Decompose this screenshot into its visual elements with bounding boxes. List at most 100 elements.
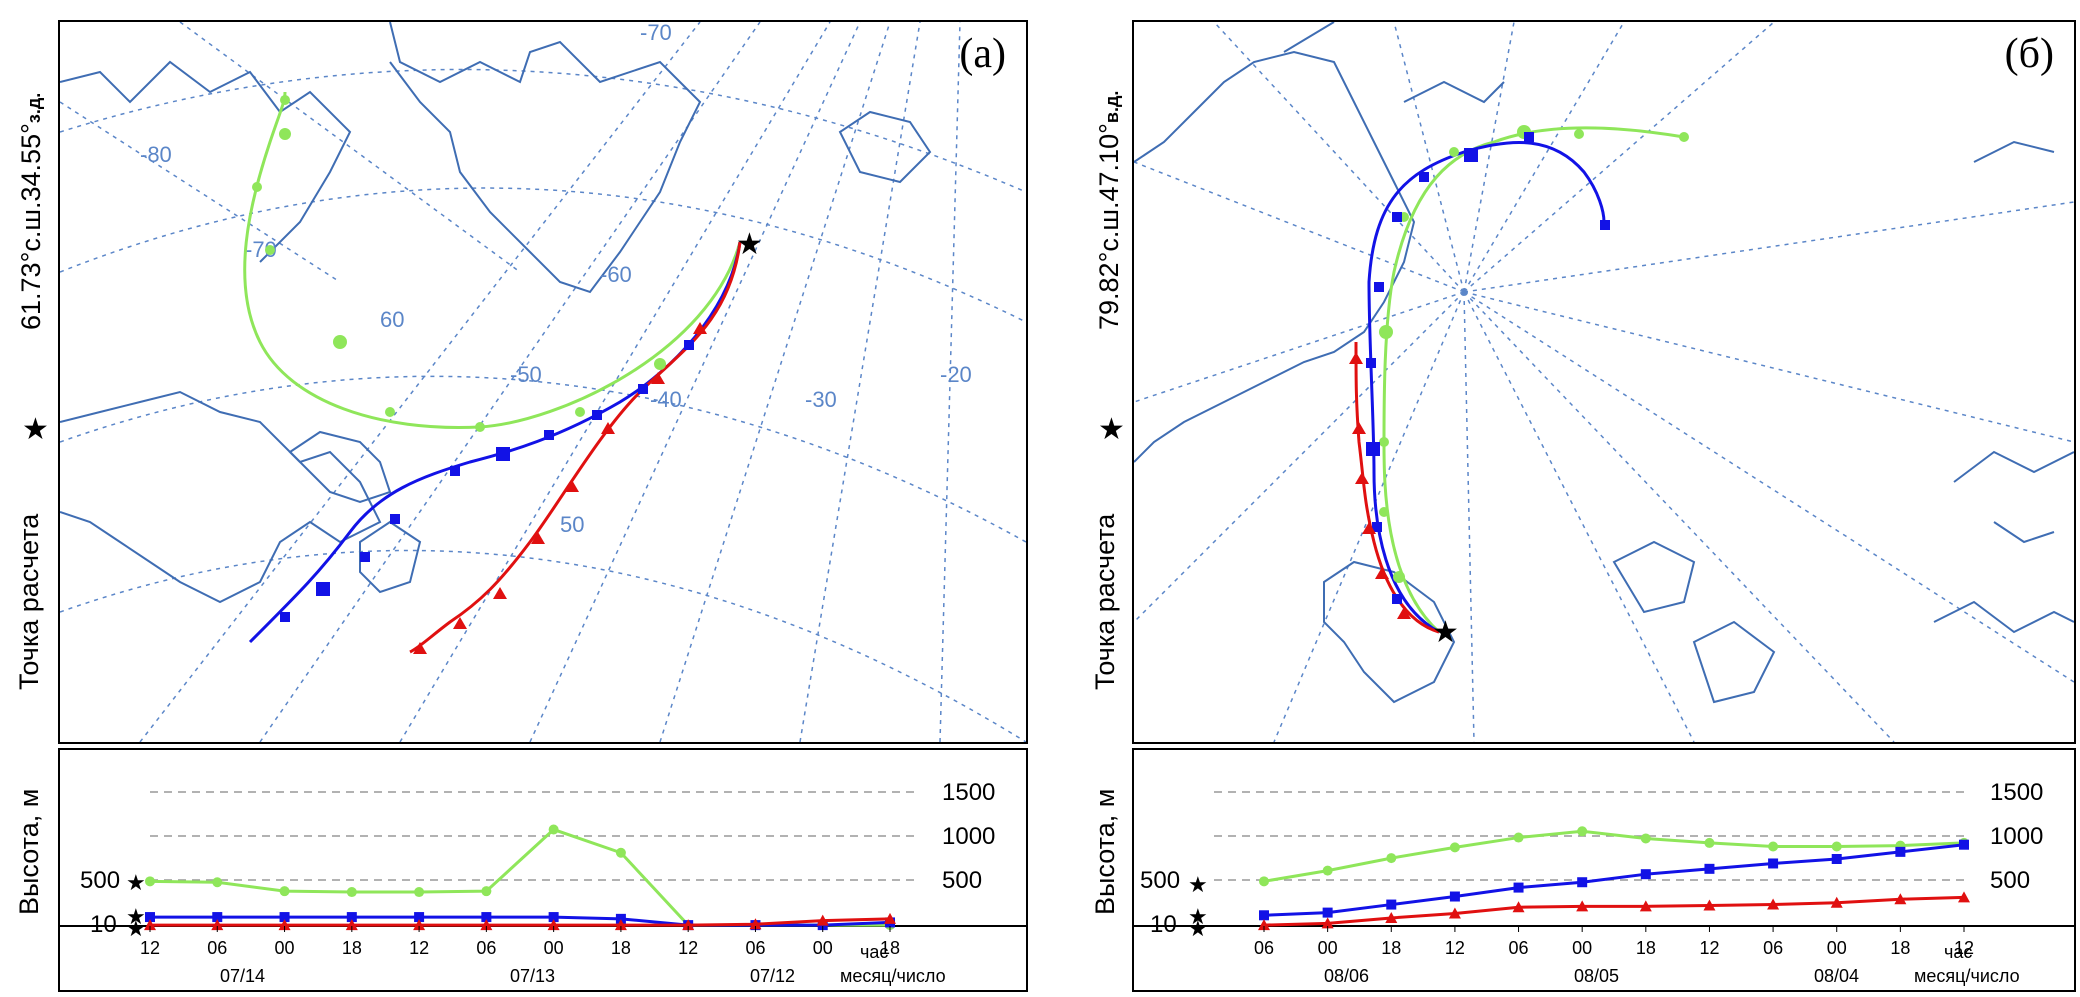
time-tick-label: 12 (678, 938, 698, 958)
altitude-point (884, 912, 896, 924)
grid-label: 60 (380, 307, 404, 332)
altitude-line (150, 917, 891, 927)
time-ticks-b: 06 00 18 12 06 00 18 12 06 00 18 12 (1254, 926, 1974, 958)
star-icon: ★ (126, 904, 146, 929)
grid-label: -60 (600, 262, 632, 287)
trajectory-green-b (1382, 126, 1685, 634)
altitude-plot-b: 1500 1000 500 500 10 06 00 18 12 06 00 18 12 06 0… (1134, 779, 2074, 986)
altitude-line (1263, 895, 1965, 927)
altitude-point (1258, 919, 1270, 931)
trajectory-markers-blue-a (280, 340, 694, 622)
time-tick-label: 18 (1890, 938, 1910, 958)
alt-tick: 1000 (942, 823, 995, 850)
altitude-point (212, 877, 223, 888)
alt-left-label: 500 (80, 867, 120, 894)
alt-tick: 1500 (942, 779, 995, 806)
altitude-point (1958, 891, 1970, 903)
altitude-point (1768, 858, 1779, 869)
time-tick-label: 12 (1954, 938, 1974, 958)
time-tick-label: 00 (1827, 938, 1847, 958)
time-tick-label: 18 (1636, 938, 1656, 958)
altitude-point (212, 912, 223, 923)
altitude-point (481, 912, 492, 923)
altitude-point (548, 824, 559, 835)
star-icon: ★ (126, 870, 146, 895)
altitude-point (1577, 877, 1588, 888)
altitude-point (614, 919, 627, 931)
altitude-plot-a: 1500 1000 500 500 10 12 06 00 18 12 06 00 18 12 0… (60, 779, 1026, 986)
grid-label: -50 (510, 362, 542, 387)
altitude-point (1513, 882, 1524, 893)
altitude-point (682, 919, 695, 931)
altitude-point (615, 913, 626, 924)
altitude-point (1322, 907, 1333, 918)
alt-tick: 1000 (1990, 823, 2043, 850)
grid-label: -30 (805, 387, 837, 412)
altitude-point (1640, 869, 1651, 880)
star-icon: ★ (1432, 616, 1459, 649)
altitude-point (211, 919, 224, 931)
grid-label: -20 (940, 362, 972, 387)
time-tick-label: 12 (140, 938, 160, 958)
point-label-a: Точка расчета (14, 513, 44, 690)
alt-axis-label-a: Высота, м (14, 788, 44, 915)
star-icon: ★ (1188, 916, 1208, 941)
altitude-point (1640, 833, 1651, 844)
star-icon: ★ (1188, 904, 1208, 929)
time-tick-label: 06 (745, 938, 765, 958)
altitude-point (1831, 854, 1842, 864)
altitude-series-b (1258, 826, 1970, 931)
altitude-line (149, 827, 890, 927)
altitude-series-a (144, 824, 896, 931)
altitude-point (1385, 911, 1398, 923)
altitude-point (279, 886, 290, 897)
panel-label-a: (a) (959, 31, 1006, 77)
altitude-point (1959, 839, 1969, 850)
trajectory-green-a (243, 91, 742, 430)
altitude-point (1321, 917, 1334, 929)
altitude-point (1576, 900, 1589, 912)
altitude-point (1386, 899, 1397, 910)
alt-tick: 500 (1990, 867, 2030, 894)
altitude-point (1386, 853, 1397, 864)
altitude-point (345, 919, 358, 931)
altitude-point (1512, 901, 1525, 913)
trajectory-markers-green-a (252, 95, 666, 432)
trajectory-markers-blue-b (1366, 132, 1610, 604)
altitude-point (1894, 893, 1907, 905)
altitude-point (1259, 910, 1269, 921)
altitude-point (1768, 841, 1779, 852)
altitude-point (145, 876, 155, 887)
altitude-point (1259, 876, 1269, 887)
time-tick-label: 18 (611, 938, 631, 958)
altitude-point (346, 912, 357, 923)
time-tick-label: 00 (1318, 938, 1338, 958)
grid-label: 50 (560, 512, 584, 537)
altitude-point (1703, 899, 1716, 911)
altitude-point (1449, 842, 1460, 853)
grid-label: -40 (650, 387, 682, 412)
time-tick-label: 06 (1763, 938, 1783, 958)
time-tick-label: 00 (544, 938, 564, 958)
trajectory-markers-red-b (1349, 352, 1411, 619)
altitude-point (1895, 846, 1906, 857)
altitude-point (279, 912, 290, 923)
time-tick-label: 18 (880, 938, 900, 958)
altitude-point (346, 887, 357, 898)
trajectory-map-a: -80 -70 -60 -50 -40 -30 -20 -70 60 50 (58, 20, 1028, 744)
trajectory-blue-b (1367, 141, 1606, 634)
time-tick-label: 00 (813, 938, 833, 958)
star-icon: ★ (126, 916, 146, 941)
altitude-point (414, 912, 425, 923)
coord-label-b: 79.82°с.ш.47.10°в.д. (1094, 90, 1124, 330)
alt-tick: 500 (942, 867, 982, 894)
time-ticks-a: 12 06 00 18 12 06 00 18 12 06 00 18 (140, 926, 900, 958)
altitude-line (1263, 829, 1965, 883)
trajectory-markers-red-a (413, 322, 707, 654)
alt-axis-label-b: Высота, м (1090, 788, 1120, 915)
altitude-point (1704, 863, 1715, 874)
altitude-point (548, 912, 559, 923)
altitude-point (480, 919, 493, 931)
altitude-point (278, 919, 291, 931)
altitude-chart-b: 1500 1000 500 500 10 06 00 18 12 06 00 18 12 06 0… (1132, 748, 2076, 992)
